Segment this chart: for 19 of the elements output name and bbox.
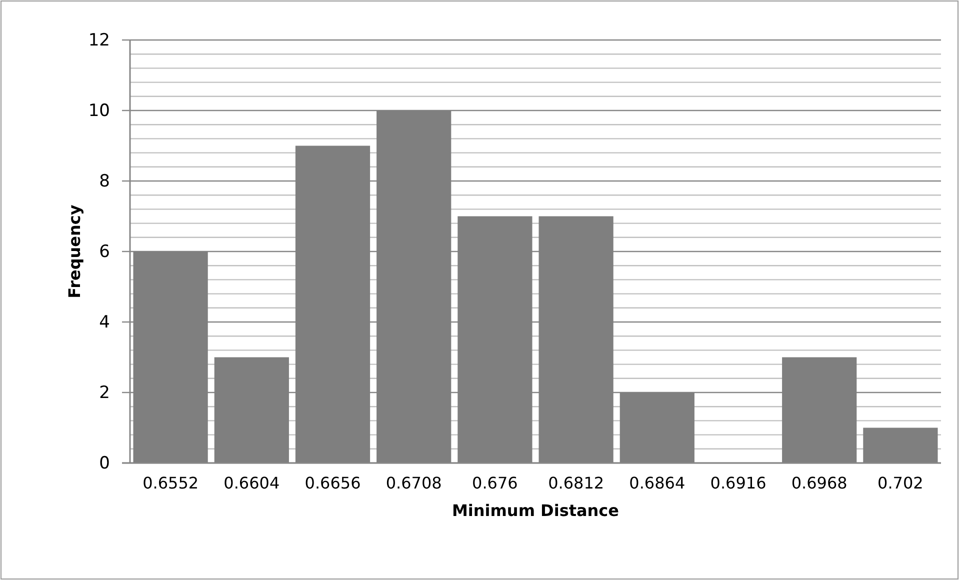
y-tick-label: 0	[99, 453, 110, 474]
x-tick-label: 0.6812	[548, 473, 604, 492]
x-tick-label: 0.6916	[710, 473, 766, 492]
y-tick-label: 8	[99, 171, 110, 192]
x-tick-label: 0.6552	[142, 473, 199, 492]
y-tick-label: 12	[88, 30, 110, 50]
x-tick-label: 0.6656	[304, 473, 361, 492]
x-tick-label: 0.6864	[629, 473, 686, 492]
y-axis-title: Frequency	[65, 204, 84, 298]
x-tick-label: 0.6604	[224, 473, 280, 492]
x-tick-label: 0.702	[878, 473, 924, 492]
x-tick-label: 0.676	[472, 473, 518, 492]
x-tick-label: 0.6708	[386, 473, 442, 492]
x-axis-title: Minimum Distance	[452, 501, 620, 520]
y-tick-label: 4	[99, 312, 110, 332]
y-tick-label: 2	[99, 382, 110, 403]
x-tick-label: 0.6968	[791, 473, 848, 492]
y-tick-label: 6	[99, 242, 110, 262]
y-tick-label: 10	[88, 100, 110, 121]
